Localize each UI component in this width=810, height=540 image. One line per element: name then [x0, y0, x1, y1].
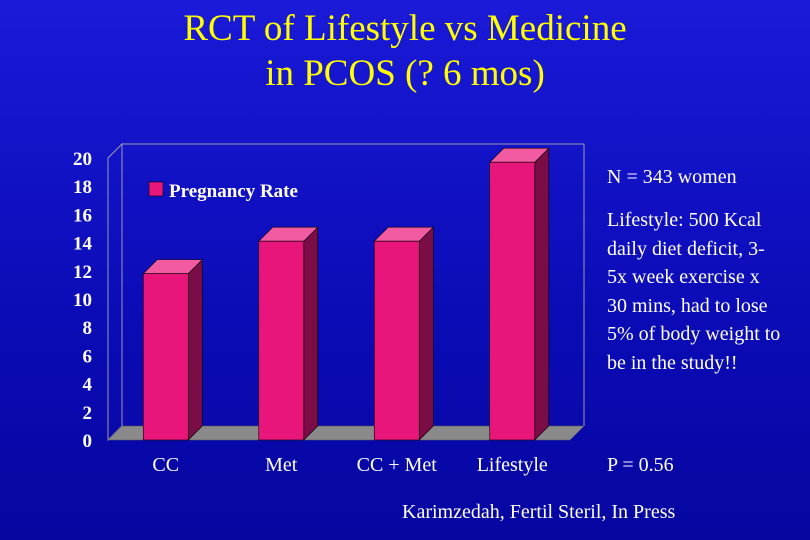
sample-size-note: N = 343 women [607, 166, 737, 188]
bar [489, 161, 536, 441]
title-line-2: in PCOS (? 6 mos) [265, 53, 545, 94]
lifestyle-description: Lifestyle: 500 Kcal daily diet deficit, … [607, 209, 781, 374]
slide-title: RCT of Lifestyle vs Medicine in PCOS (? … [0, 6, 810, 96]
bar [142, 273, 189, 441]
y-tick-label: 4 [83, 375, 93, 396]
y-tick-label: 12 [73, 262, 92, 283]
p-value: P = 0.56 [607, 454, 674, 476]
x-tick-label: CC + Met [357, 454, 438, 476]
bar [373, 240, 420, 441]
y-tick-label: 6 [83, 346, 93, 367]
bar-side [418, 226, 434, 441]
title-line-1: RCT of Lifestyle vs Medicine [183, 8, 627, 49]
y-tick-label: 18 [73, 177, 92, 198]
bar-side [534, 147, 550, 441]
y-tick-label: 10 [73, 290, 92, 311]
y-tick-label: 2 [83, 403, 93, 424]
y-tick-label: 16 [73, 205, 92, 226]
bar [258, 240, 305, 441]
x-tick-label: Lifestyle [477, 454, 548, 476]
y-tick-label: 8 [83, 318, 93, 339]
bar-side [187, 258, 203, 441]
x-tick-label: CC [152, 454, 179, 476]
citation: Karimzedah, Fertil Steril, In Press [402, 501, 676, 523]
y-tick-label: 0 [83, 431, 93, 452]
bar-side [303, 226, 319, 441]
legend-label: Pregnancy Rate [169, 181, 298, 202]
y-tick-label: 20 [73, 149, 92, 170]
y-tick-label: 14 [73, 234, 93, 255]
plot-left-wall [107, 142, 123, 442]
legend-swatch [148, 181, 164, 197]
x-tick-label: Met [265, 454, 298, 476]
